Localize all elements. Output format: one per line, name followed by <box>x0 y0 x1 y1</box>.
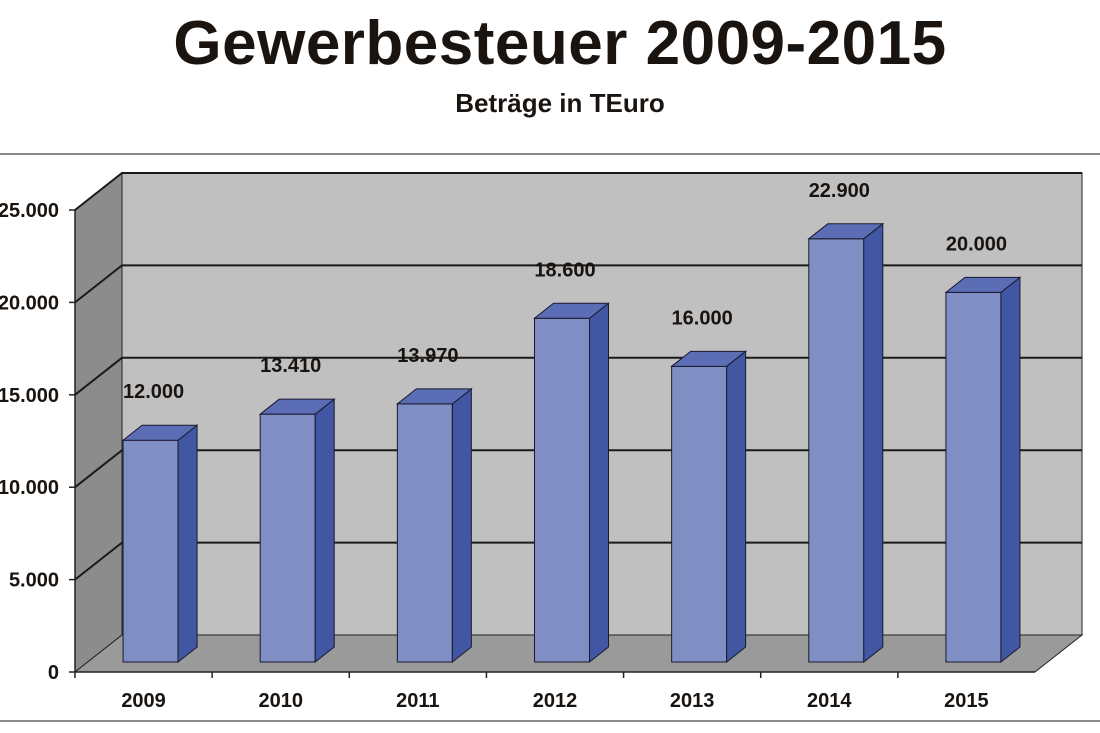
bar-front <box>671 365 728 663</box>
x-tick-label: 2012 <box>533 690 578 712</box>
x-axis: 2009 2010 2011 2012 2013 2014 2015 <box>74 671 1035 712</box>
bar <box>670 350 748 664</box>
gridlines <box>74 172 1082 581</box>
bar-front <box>945 291 1002 663</box>
data-label: 12.000 <box>123 381 184 403</box>
bar-front <box>534 317 590 663</box>
bar <box>944 276 1022 664</box>
y-tick-label: 15.000 <box>0 385 59 407</box>
x-tick-label: 2009 <box>121 690 166 712</box>
bars: 12.000 13.410 13.970 18.600 16.000 22.900 20.0… <box>121 180 1022 664</box>
x-tick-label: 2010 <box>258 690 303 712</box>
x-tick-label: 2014 <box>807 690 852 712</box>
y-tick-label: 5.000 <box>9 570 59 592</box>
bar-front <box>122 439 179 663</box>
chart-subtitle: Beträge in TEuro <box>455 88 665 118</box>
x-tick-label: 2015 <box>944 690 989 712</box>
bar-side <box>863 222 884 664</box>
bar-side <box>451 387 472 664</box>
data-label: 20.000 <box>946 233 1007 255</box>
bar <box>533 302 610 664</box>
gridline <box>74 264 1082 304</box>
bar-top <box>670 350 748 367</box>
y-tick-label: 20.000 <box>0 292 59 314</box>
bar-top <box>533 302 610 319</box>
y-tick-label: 25.000 <box>0 200 59 222</box>
bar-top <box>944 276 1022 293</box>
gridline <box>74 541 1082 581</box>
bar-front <box>259 413 316 663</box>
data-label: 13.410 <box>260 355 321 377</box>
bar-top <box>807 223 885 240</box>
bar-side <box>726 350 747 664</box>
bar-front <box>808 238 865 663</box>
y-tick-label: 10.000 <box>0 477 59 499</box>
gridline <box>74 449 1082 488</box>
bar-side <box>314 398 335 664</box>
gridline <box>74 356 1082 396</box>
bar-front <box>396 403 453 663</box>
data-label: 18.600 <box>534 259 595 281</box>
x-tick-label: 2011 <box>396 690 439 712</box>
y-axis: 0 5.000 10.000 15.000 20.000 25.000 <box>0 200 76 684</box>
bar <box>258 398 336 664</box>
data-label: 22.900 <box>809 180 870 202</box>
bar <box>395 387 473 664</box>
y-tick-label: 0 <box>48 662 59 684</box>
bar-side <box>589 302 609 664</box>
chart-title: Gewerbesteuer 2009-2015 <box>173 9 947 78</box>
bar-top <box>121 424 199 441</box>
bar <box>121 424 199 664</box>
bar-side <box>1000 276 1021 664</box>
bar-top <box>258 398 336 415</box>
side-wall <box>74 171 123 674</box>
bar-top <box>395 388 473 405</box>
gridline <box>74 172 1082 211</box>
bar <box>807 222 885 664</box>
data-label: 13.970 <box>397 345 458 367</box>
x-tick-label: 2013 <box>670 690 715 712</box>
bar-side <box>177 424 198 664</box>
data-label: 16.000 <box>672 307 733 329</box>
